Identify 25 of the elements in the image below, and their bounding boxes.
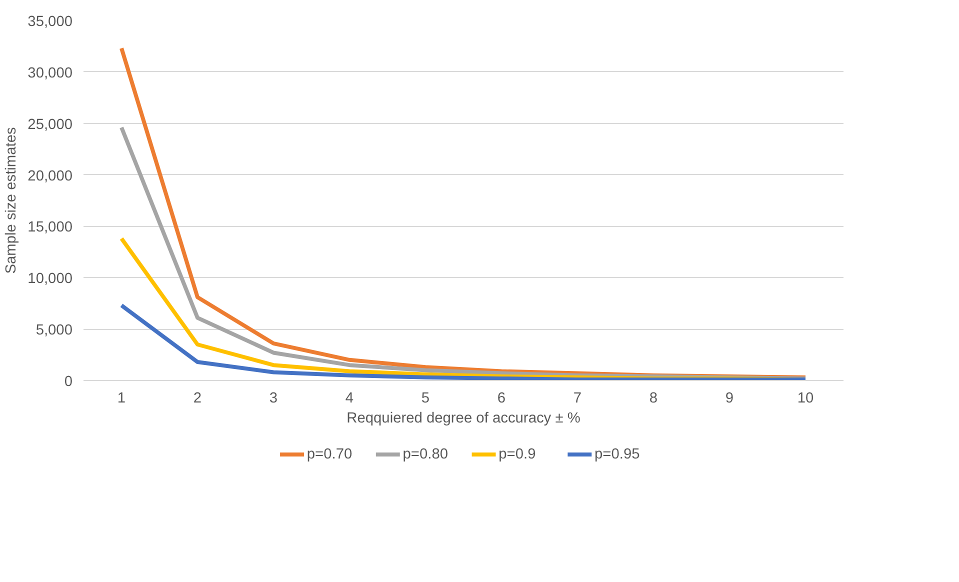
legend-label: p=0.70 [306, 446, 352, 462]
y-tick-label: 10,000 [28, 271, 72, 288]
legend-label: p=0.95 [594, 446, 640, 462]
x-tick-label: 9 [725, 390, 734, 406]
y-axis-title: Sample size estimates [4, 127, 20, 274]
x-tick-label: 3 [269, 390, 278, 406]
y-tick-label: 35,000 [28, 14, 72, 30]
y-tick-label: 15,000 [28, 220, 72, 236]
y-tick-label: 30,000 [28, 65, 72, 82]
x-axis-title: Reqquiered degree of accuracy ± % [346, 410, 580, 426]
x-tick-label: 4 [345, 390, 354, 406]
x-tick-label: 6 [497, 390, 506, 406]
line-series [120, 303, 808, 380]
x-tick-label: 7 [573, 390, 582, 406]
x-tick-label: 1 [117, 390, 126, 406]
y-tick-label: 25,000 [28, 116, 72, 133]
x-tick-label: 2 [193, 390, 202, 406]
x-tick-label: 8 [649, 390, 658, 406]
x-tick-label: 5 [421, 390, 430, 406]
x-tick-label: 10 [797, 390, 814, 406]
legend-label: p=0.9 [498, 446, 536, 462]
y-tick-label: 20,000 [28, 168, 72, 184]
y-tick-label: 5,000 [36, 322, 73, 339]
legend-label: p=0.80 [402, 446, 448, 462]
y-tick-label: 0 [64, 374, 73, 390]
